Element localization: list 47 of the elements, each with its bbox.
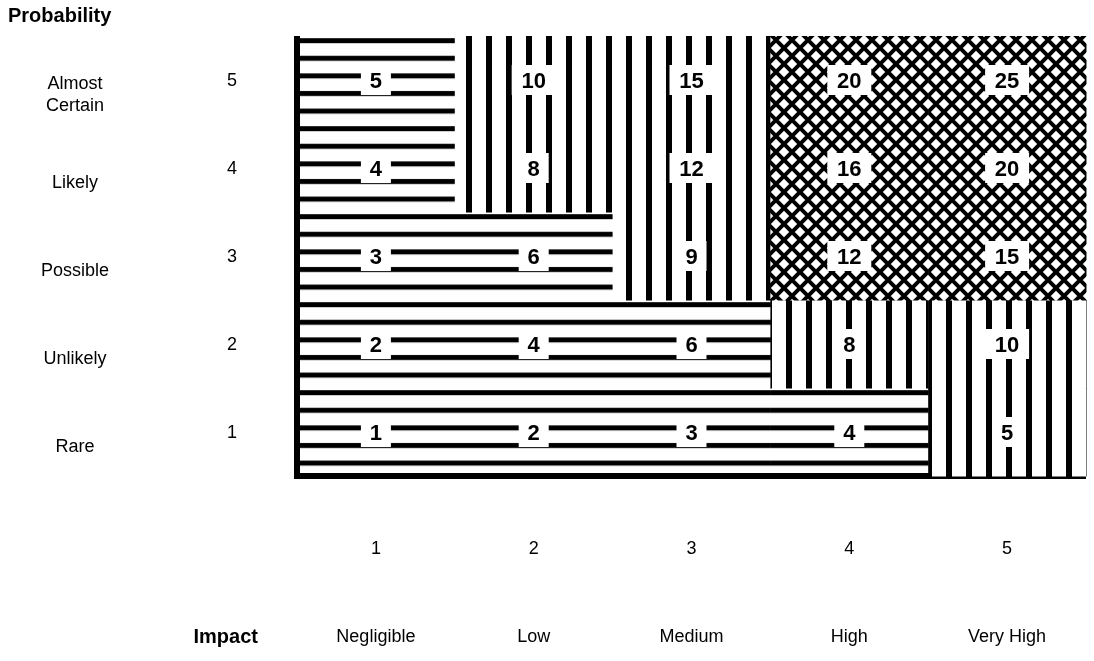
data-label: 3	[685, 419, 698, 445]
data-label: 1	[369, 419, 383, 445]
data-label: 20	[837, 67, 862, 93]
data-label: 8	[843, 331, 856, 357]
x-tick-label: 5	[1002, 538, 1013, 558]
data-label: 10	[994, 331, 1020, 357]
data-label: 5	[369, 67, 383, 93]
text: Very High	[968, 626, 1047, 646]
data-label: 15	[679, 67, 704, 93]
data-label: 3	[369, 243, 383, 269]
data-label: 2	[369, 331, 383, 357]
data-label: 25	[994, 67, 1020, 93]
data-label: 5	[1000, 419, 1014, 445]
x-tick-label: 3	[686, 538, 697, 558]
data-label: 8	[527, 155, 540, 181]
data-label: 2	[527, 419, 540, 445]
y-tick-label: 3	[226, 246, 238, 266]
data-label: 16	[837, 155, 862, 181]
data-label: 6	[685, 331, 698, 357]
data-label: 10	[521, 67, 546, 93]
x-tick-label: 2	[528, 538, 539, 558]
data-label: 4	[369, 155, 383, 181]
y2-tick-label: Likely	[51, 172, 99, 192]
y2-tick-label: Unlikely	[43, 348, 107, 368]
data-label: 9	[685, 243, 698, 269]
y2-tick-label: Almost Certain	[45, 73, 105, 115]
text: High	[830, 626, 868, 646]
text: Medium	[659, 626, 724, 646]
text: Negligible	[336, 626, 416, 646]
data-label: 15	[994, 243, 1020, 269]
y-tick-label: 2	[226, 334, 238, 354]
y-axis-title: Probability	[8, 4, 113, 26]
y-tick-label: 4	[226, 158, 238, 178]
data-label: 4	[843, 419, 857, 445]
text: Low	[517, 626, 552, 646]
y-tick-label: 1	[226, 422, 238, 442]
x-tick-label: 1	[370, 538, 381, 558]
x-axis-title: Impact	[193, 625, 259, 647]
y2-tick-label: Possible	[40, 260, 110, 280]
x-tick-label: 4	[844, 538, 855, 558]
y-tick-label: 5	[226, 70, 238, 90]
data-label: 12	[837, 243, 862, 269]
data-label: 20	[994, 155, 1020, 181]
data-label: 12	[679, 155, 704, 181]
data-label: 6	[527, 243, 540, 269]
y2-tick-label: Rare	[55, 436, 95, 456]
data-label: 4	[527, 331, 541, 357]
